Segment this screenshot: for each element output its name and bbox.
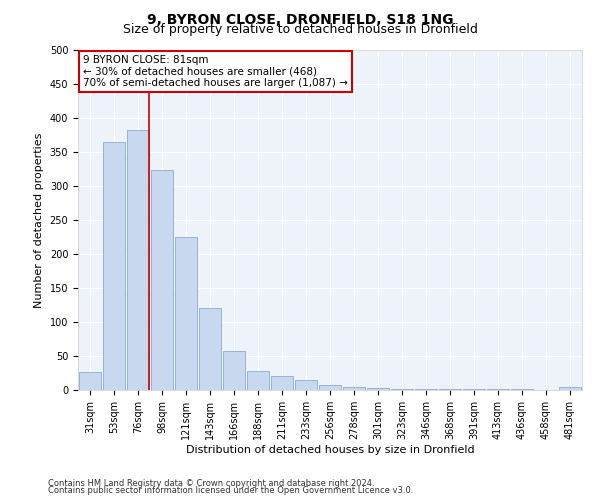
Bar — [151, 170, 173, 390]
Bar — [559, 386, 581, 390]
Bar — [223, 350, 245, 390]
Bar — [343, 386, 365, 390]
Bar — [175, 237, 197, 390]
Text: 9, BYRON CLOSE, DRONFIELD, S18 1NG: 9, BYRON CLOSE, DRONFIELD, S18 1NG — [147, 12, 453, 26]
Text: 9 BYRON CLOSE: 81sqm
← 30% of detached houses are smaller (468)
70% of semi-deta: 9 BYRON CLOSE: 81sqm ← 30% of detached h… — [83, 55, 348, 88]
Bar — [247, 371, 269, 390]
Text: Size of property relative to detached houses in Dronfield: Size of property relative to detached ho… — [122, 22, 478, 36]
Bar — [103, 142, 125, 390]
Bar — [79, 372, 101, 390]
Bar — [391, 388, 413, 390]
Text: Contains HM Land Registry data © Crown copyright and database right 2024.: Contains HM Land Registry data © Crown c… — [48, 478, 374, 488]
Bar — [415, 388, 437, 390]
Bar — [367, 388, 389, 390]
Text: Contains public sector information licensed under the Open Government Licence v3: Contains public sector information licen… — [48, 486, 413, 495]
Bar — [127, 130, 149, 390]
Bar — [295, 380, 317, 390]
X-axis label: Distribution of detached houses by size in Dronfield: Distribution of detached houses by size … — [185, 444, 475, 454]
Y-axis label: Number of detached properties: Number of detached properties — [34, 132, 44, 308]
Bar — [271, 376, 293, 390]
Bar — [199, 308, 221, 390]
Bar — [319, 385, 341, 390]
